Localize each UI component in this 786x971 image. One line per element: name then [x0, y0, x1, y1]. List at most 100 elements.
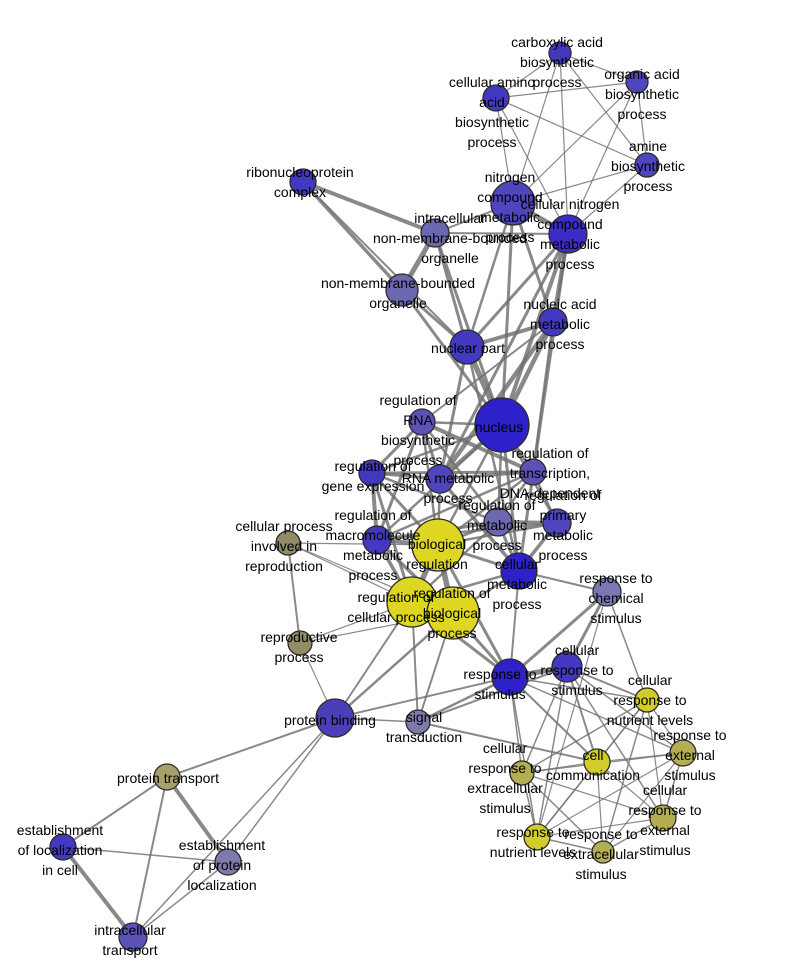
node-intra_trans[interactable] [118, 922, 148, 952]
node-est_prot[interactable] [214, 848, 242, 876]
node-rna_met[interactable] [425, 464, 455, 494]
node-label-prot_bind: protein binding [284, 712, 376, 728]
node-label-nitro_met: nitrogen compound metabolic process [477, 169, 542, 245]
edge-nuc_part--nitro_met [465, 201, 515, 349]
edge-est_loc--est_prot [62, 846, 229, 863]
node-cell_nitro[interactable] [548, 214, 588, 254]
edge-aa_bio--amine_bio [495, 97, 648, 166]
node-label-org_bio: organic acid biosynthetic process [604, 66, 680, 122]
edge-resp_stim--cresp_nutr [509, 676, 648, 701]
node-nuc_part[interactable] [449, 329, 485, 365]
node-label-sig_trans: signal transduction [386, 709, 462, 745]
node-label-reg_macro: regulation of macromolecule metabolic proce… [326, 507, 421, 583]
edge-nuc_part--rna_met [438, 345, 469, 481]
node-label-rna_met: RNA metabolic process [402, 470, 495, 506]
edge-org_bio--nitro_met [512, 81, 638, 204]
edge-cell_comm--resp_nutr [536, 761, 598, 838]
edge-carb_bio--cell_nitro [559, 52, 569, 235]
edge-resp_nutr--cresp_extern [536, 817, 664, 838]
node-label-nucleus: nucleus [475, 419, 523, 435]
edge-resp_stim--cell_comm [509, 676, 598, 763]
node-label-reg_prim: regulation of primary metabolic process [524, 487, 601, 563]
node-label-cresp_nutr: cellular response to nutrient levels [607, 672, 693, 728]
node-resp_nutr[interactable] [523, 823, 551, 851]
edge-prot_trans--est_loc [62, 776, 168, 848]
node-cresp_nutr[interactable] [634, 687, 660, 713]
edge-carb_bio--nitro_met [512, 52, 561, 204]
node-intra_nmbo[interactable] [420, 218, 450, 248]
node-rnp[interactable] [289, 168, 317, 196]
node-resp_extern[interactable] [669, 739, 697, 767]
node-reg_rna[interactable] [408, 408, 436, 436]
node-label-est_loc: establishment of localization in cell [17, 822, 103, 878]
node-resp_stim[interactable] [491, 658, 529, 696]
node-cresp_extrac[interactable] [509, 760, 535, 786]
edge-intra_nmbo--cell_nitro [434, 232, 569, 235]
edge-resp_extern--resp_nutr [536, 752, 684, 838]
node-label-nuc_part: nuclear part [431, 340, 505, 356]
edge-est_prot--intra_trans [132, 861, 229, 938]
edge-resp_stim--resp_nutr [509, 676, 538, 838]
node-prot_bind[interactable] [315, 698, 355, 738]
node-label-resp_chem: response to chemical stimulus [579, 570, 652, 626]
node-cresp_stim[interactable] [551, 651, 583, 683]
node-label-reg_met: regulation of metabolic process [458, 497, 535, 553]
node-label-resp_extrac: response to extracellular stimulus [563, 826, 639, 882]
edge-org_bio--amine_bio [636, 81, 648, 166]
edge-est_loc--intra_trans [61, 845, 135, 939]
edge-cresp_stim--cresp_extern [566, 666, 664, 819]
node-resp_extrac[interactable] [591, 840, 615, 864]
edge-prot_bind--prot_trans [166, 717, 336, 778]
node-bio_reg[interactable] [411, 518, 465, 572]
edge-cell_met--cell_nitro [517, 232, 570, 573]
node-cell_comm[interactable] [583, 748, 611, 776]
node-amine_bio[interactable] [634, 152, 660, 178]
node-nucleus[interactable] [474, 397, 530, 453]
node-reg_biop[interactable] [426, 586, 480, 640]
node-reg_met[interactable] [483, 507, 513, 537]
node-label-amine_bio: amine biosynthetic process [611, 138, 685, 194]
node-carb_bio[interactable] [548, 41, 572, 65]
node-cp_repro[interactable] [275, 530, 301, 556]
node-label-nucl_acid: nucleic acid metabolic process [523, 296, 596, 352]
node-org_bio[interactable] [625, 70, 649, 94]
node-cresp_extern[interactable] [649, 804, 677, 832]
node-label-resp_extern: response to external stimulus [653, 727, 726, 783]
edge-rnp--intra_nmbo [301, 180, 437, 235]
edge-cp_repro--repro [287, 542, 301, 644]
node-label-reg_cellp: regulation of cellular process [347, 589, 444, 625]
node-nmbo[interactable] [385, 273, 419, 307]
node-reg_gene[interactable] [358, 459, 386, 487]
edge-nucleus--cell_nitro [500, 232, 570, 427]
edge-prot_trans--intra_trans [132, 776, 168, 938]
node-reg_txn[interactable] [519, 458, 547, 486]
node-label-cresp_stim: cellular response to stimulus [540, 642, 613, 698]
nodes-layer [49, 41, 697, 952]
node-nitro_met[interactable] [490, 180, 536, 226]
node-est_loc[interactable] [49, 833, 77, 861]
edge-carb_bio--amine_bio [559, 52, 648, 166]
node-nucl_acid[interactable] [538, 307, 568, 337]
node-sig_trans[interactable] [405, 709, 431, 735]
edge-reg_rna--reg_txn [420, 420, 535, 474]
edge-resp_chem--resp_nutr [536, 591, 608, 838]
edge-nmbo--nucleus [400, 288, 504, 427]
node-label-carb_bio: carboxylic acid biosynthetic process [511, 34, 603, 90]
node-prot_trans[interactable] [153, 763, 181, 791]
edge-cresp_extrac--resp_extrac [521, 772, 604, 853]
node-label-reg_biop: regulation of biological process [413, 585, 490, 641]
edge-amine_bio--nitro_met [512, 164, 648, 204]
edge-rna_met--cell_nitro [438, 232, 570, 481]
edge-carb_bio--org_bio [559, 52, 638, 83]
node-aa_bio[interactable] [482, 84, 510, 112]
node-resp_chem[interactable] [592, 577, 622, 607]
node-label-intra_nmbo: intracellular non-membrane-bounded organel… [373, 210, 527, 266]
edge-rnp--nuc_part [302, 181, 468, 348]
node-label-rnp: ribonucleoprotein complex [246, 164, 353, 200]
node-reg_prim[interactable] [542, 508, 572, 538]
edge-reg_txn--reg_macro [375, 470, 535, 542]
node-repro[interactable] [287, 630, 313, 656]
node-reg_macro[interactable] [362, 525, 392, 555]
node-cell_met[interactable] [500, 552, 538, 590]
